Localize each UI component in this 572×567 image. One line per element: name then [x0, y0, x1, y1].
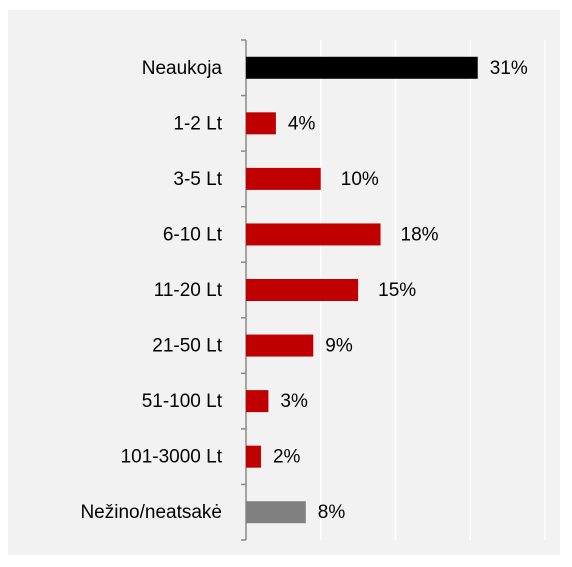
data-label: 9%: [325, 336, 353, 357]
bar: [246, 501, 306, 524]
y-tick-label: Neaukoja: [142, 58, 223, 79]
bar: [246, 167, 321, 190]
y-tick-label: Nežino/neatsakė: [80, 502, 222, 523]
y-tick-label: 6-10 Lt: [163, 224, 223, 245]
bar: [246, 390, 269, 413]
data-label: 15%: [378, 280, 416, 301]
bar: [246, 56, 478, 79]
data-label: 8%: [318, 502, 346, 523]
data-label: 10%: [341, 169, 379, 190]
y-tick-label: 1-2 Lt: [173, 113, 222, 134]
y-tick-label: 51-100 Lt: [142, 391, 223, 412]
data-label: 4%: [288, 113, 316, 134]
data-label: 3%: [280, 391, 308, 412]
y-tick-label: 3-5 Lt: [173, 169, 222, 190]
bar: [246, 445, 261, 468]
y-tick-label: 101-3000 Lt: [121, 447, 223, 468]
bar: [246, 112, 276, 135]
y-tick-label: 21-50 Lt: [152, 336, 222, 357]
bar: [246, 334, 314, 357]
y-tick-label: 11-20 Lt: [154, 280, 223, 301]
bar: [246, 223, 381, 246]
data-label: 18%: [401, 224, 439, 245]
data-label: 31%: [490, 58, 528, 79]
data-label: 2%: [273, 447, 301, 468]
bar: [246, 279, 359, 301]
